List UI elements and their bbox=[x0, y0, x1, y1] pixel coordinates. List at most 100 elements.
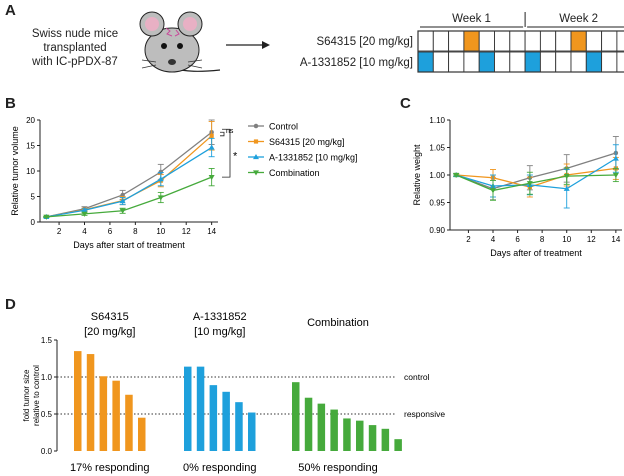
y-tick-label: 0.0 bbox=[41, 447, 53, 456]
data-point bbox=[119, 208, 126, 214]
y-tick-label: 5 bbox=[31, 193, 36, 202]
schedule-grid-border bbox=[417, 30, 624, 73]
bar bbox=[368, 425, 377, 451]
schedule-row-label: S64315 [20 mg/kg] bbox=[316, 36, 413, 48]
x-tick-label: 8 bbox=[133, 227, 138, 236]
x-axis-label: Days after start of treatment bbox=[73, 240, 185, 250]
axes: 0 5 10 15 20 2 4 6 8 10 12 14 Days after start of tr… bbox=[10, 116, 218, 250]
legend: Control S64315 [20 mg/kg] A-1331852 [10 mg… bbox=[248, 122, 358, 178]
bar bbox=[112, 380, 120, 451]
legend-label: Control bbox=[269, 122, 298, 132]
data-point bbox=[253, 154, 259, 160]
y-tick-label: 1.0 bbox=[41, 373, 53, 382]
significance-bracket bbox=[222, 128, 231, 178]
data-point bbox=[253, 123, 259, 129]
bar-group: Combination 50% responding bbox=[292, 317, 402, 474]
data-point bbox=[526, 181, 533, 187]
group-title: S64315 bbox=[91, 311, 129, 323]
y-axis-label-line: fold tumor size bbox=[22, 369, 31, 422]
x-tick-label: 4 bbox=[491, 235, 496, 244]
data-point bbox=[208, 175, 215, 181]
mouse-caption-line: Swiss nude mice bbox=[31, 28, 119, 40]
schedule-row-label: A-1331852 [10 mg/kg] bbox=[300, 57, 413, 69]
data-point bbox=[253, 170, 259, 176]
bar bbox=[317, 403, 326, 451]
legend-label: Combination bbox=[269, 168, 320, 178]
y-tick-label: 0.90 bbox=[429, 226, 445, 235]
group-title: Combination bbox=[307, 317, 369, 329]
axes: 0.90 0.95 1.00 1.05 1.10 2 4 6 8 10 12 14 Days after… bbox=[412, 116, 622, 258]
x-tick-label: 10 bbox=[562, 235, 571, 244]
mouse-caption-line: with IC-pPDX-87 bbox=[32, 56, 118, 68]
bar-group: S64315 [20 mg/kg] 17% responding bbox=[70, 311, 150, 474]
significance-brackets: ns* bbox=[220, 128, 238, 178]
y-tick-label: 0.95 bbox=[429, 199, 445, 208]
dosing-schedule-figure: Week 1 Week 2 S64315 [20 mg/kg] A-1331852 [… bbox=[139, 11, 624, 73]
x-tick-label: 4 bbox=[82, 227, 87, 236]
data-point bbox=[43, 214, 50, 220]
panel-letter-d: D bbox=[5, 296, 16, 313]
data-point bbox=[81, 211, 88, 217]
legend-label: S64315 [20 mg/kg] bbox=[269, 137, 345, 147]
bar bbox=[381, 428, 390, 451]
y-tick-label: 1.00 bbox=[429, 171, 445, 180]
panel-letter-b: B bbox=[5, 95, 16, 112]
panel-letter-c: C bbox=[400, 95, 411, 112]
data-point bbox=[157, 195, 164, 201]
bar bbox=[330, 409, 338, 451]
right-arrow-icon bbox=[226, 41, 270, 49]
day-cell bbox=[616, 51, 624, 73]
reference-line-label: responsive bbox=[404, 409, 445, 419]
day-cell bbox=[616, 30, 624, 52]
bar bbox=[125, 394, 133, 451]
y-tick-label: 1.5 bbox=[41, 336, 53, 345]
y-tick-label: 10 bbox=[26, 167, 35, 176]
data-point bbox=[253, 139, 259, 144]
group-footer: 0% responding bbox=[183, 462, 256, 474]
bar-group: A-1331852 [10 mg/kg] 0% responding bbox=[183, 311, 256, 474]
data-point bbox=[81, 207, 88, 213]
data-point bbox=[563, 185, 570, 191]
x-tick-label: 12 bbox=[182, 227, 191, 236]
data-point bbox=[157, 176, 164, 182]
bar bbox=[74, 351, 82, 451]
data-point bbox=[208, 144, 215, 150]
x-tick-label: 10 bbox=[156, 227, 165, 236]
bar bbox=[235, 402, 243, 451]
x-tick-label: 2 bbox=[466, 235, 471, 244]
x-tick-label: 6 bbox=[108, 227, 113, 236]
series-combination bbox=[453, 167, 619, 201]
panel-letter-a: A bbox=[5, 2, 16, 19]
data-point bbox=[119, 198, 126, 204]
mouse-caption-line: transplanted bbox=[43, 42, 107, 54]
y-axis-label: Relative weight bbox=[412, 144, 422, 206]
x-tick-label: 6 bbox=[515, 235, 520, 244]
bar bbox=[304, 397, 313, 451]
data-point bbox=[158, 169, 164, 175]
y-tick-label: 1.10 bbox=[429, 116, 445, 125]
bar bbox=[184, 366, 192, 451]
x-tick-label: 14 bbox=[207, 227, 216, 236]
week-label: Week 2 bbox=[559, 13, 598, 25]
x-tick-label: 2 bbox=[57, 227, 62, 236]
y-axis-label: fold tumor sizerelative to control bbox=[22, 365, 41, 426]
significance-star: * bbox=[233, 151, 238, 163]
bar bbox=[292, 382, 300, 451]
bar bbox=[356, 420, 364, 451]
bar bbox=[248, 412, 256, 451]
y-tick-label: 20 bbox=[26, 116, 35, 125]
legend-label: A-1331852 [10 mg/kg] bbox=[269, 153, 358, 163]
group-title: [10 mg/kg] bbox=[194, 326, 245, 338]
data-point bbox=[612, 155, 619, 161]
y-axis-label-line: relative to control bbox=[32, 365, 41, 426]
reference-line-label: control bbox=[404, 372, 430, 382]
group-footer: 50% responding bbox=[298, 462, 378, 474]
group-title: [20 mg/kg] bbox=[84, 326, 135, 338]
data-point bbox=[612, 172, 619, 178]
x-axis-label: Days after of treatment bbox=[490, 248, 582, 258]
y-tick-label: 1.05 bbox=[429, 144, 445, 153]
mouse-icon bbox=[139, 11, 221, 73]
